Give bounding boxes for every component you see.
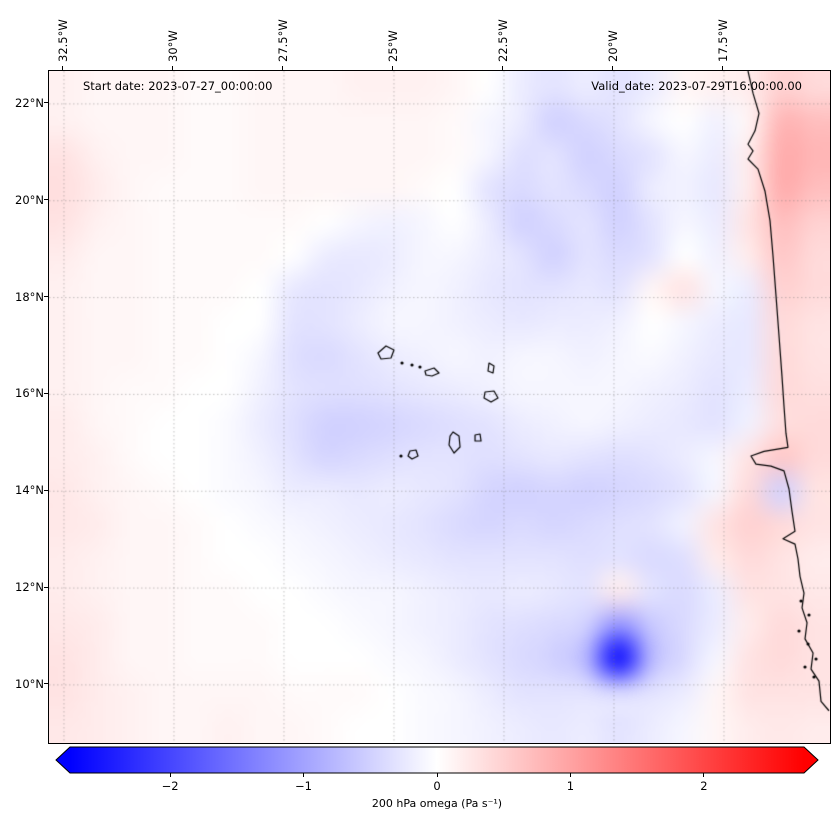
y-axis-tick	[44, 199, 48, 201]
y-axis-tick	[44, 586, 48, 588]
x-axis-tick	[612, 66, 614, 70]
x-axis-tick	[722, 66, 724, 70]
colorbar-tick-label: −2	[161, 779, 179, 793]
x-tick-label: 20°W	[605, 30, 620, 62]
start-date-annotation: Start date: 2023-07-27_00:00:00	[83, 79, 273, 93]
y-axis-tick	[44, 489, 48, 491]
colorbar-bar	[55, 746, 819, 774]
x-tick-label: 25°W	[385, 30, 400, 62]
x-tick-label: 30°W	[165, 30, 180, 62]
colorbar-tick	[436, 773, 438, 777]
colorbar-tick	[703, 773, 705, 777]
y-axis-tick	[44, 392, 48, 394]
colorbar-tick-label: 1	[566, 779, 575, 793]
y-tick-label: 20°N	[15, 192, 44, 207]
x-axis-tick	[282, 66, 284, 70]
y-tick-label: 22°N	[15, 95, 44, 110]
colorbar-tick	[169, 773, 171, 777]
plot-area: Start date: 2023-07-27_00:00:00 Valid_da…	[48, 70, 831, 744]
y-tick-label: 12°N	[15, 580, 44, 595]
colorbar-gradient	[55, 746, 819, 774]
x-axis-tick	[392, 66, 394, 70]
x-tick-label: 32.5°W	[55, 19, 70, 62]
y-tick-label: 14°N	[15, 483, 44, 498]
x-tick-label: 17.5°W	[715, 19, 730, 62]
y-tick-label: 10°N	[15, 676, 44, 691]
y-axis-tick	[44, 683, 48, 685]
y-tick-label: 18°N	[15, 289, 44, 304]
valid-date-annotation: Valid_date: 2023-07-29T16:00:00.00	[591, 79, 802, 93]
y-axis-tick	[44, 296, 48, 298]
colorbar-tick-label: −1	[295, 779, 312, 793]
x-axis-tick	[502, 66, 504, 70]
x-axis-tick	[62, 66, 64, 70]
colorbar-title: 200 hPa omega (Pa s⁻¹)	[371, 797, 503, 810]
y-tick-label: 16°N	[15, 386, 44, 401]
y-axis-tick	[44, 102, 48, 104]
colorbar-tick-label: 2	[700, 779, 708, 793]
colorbar-tick	[303, 773, 305, 777]
colorbar-tick-label: 0	[433, 779, 441, 793]
x-tick-label: 27.5°W	[275, 19, 290, 62]
x-axis-tick	[172, 66, 174, 70]
colorbar-tick	[569, 773, 571, 777]
omega-field-canvas	[49, 71, 830, 743]
x-tick-label: 22.5°W	[495, 19, 510, 62]
